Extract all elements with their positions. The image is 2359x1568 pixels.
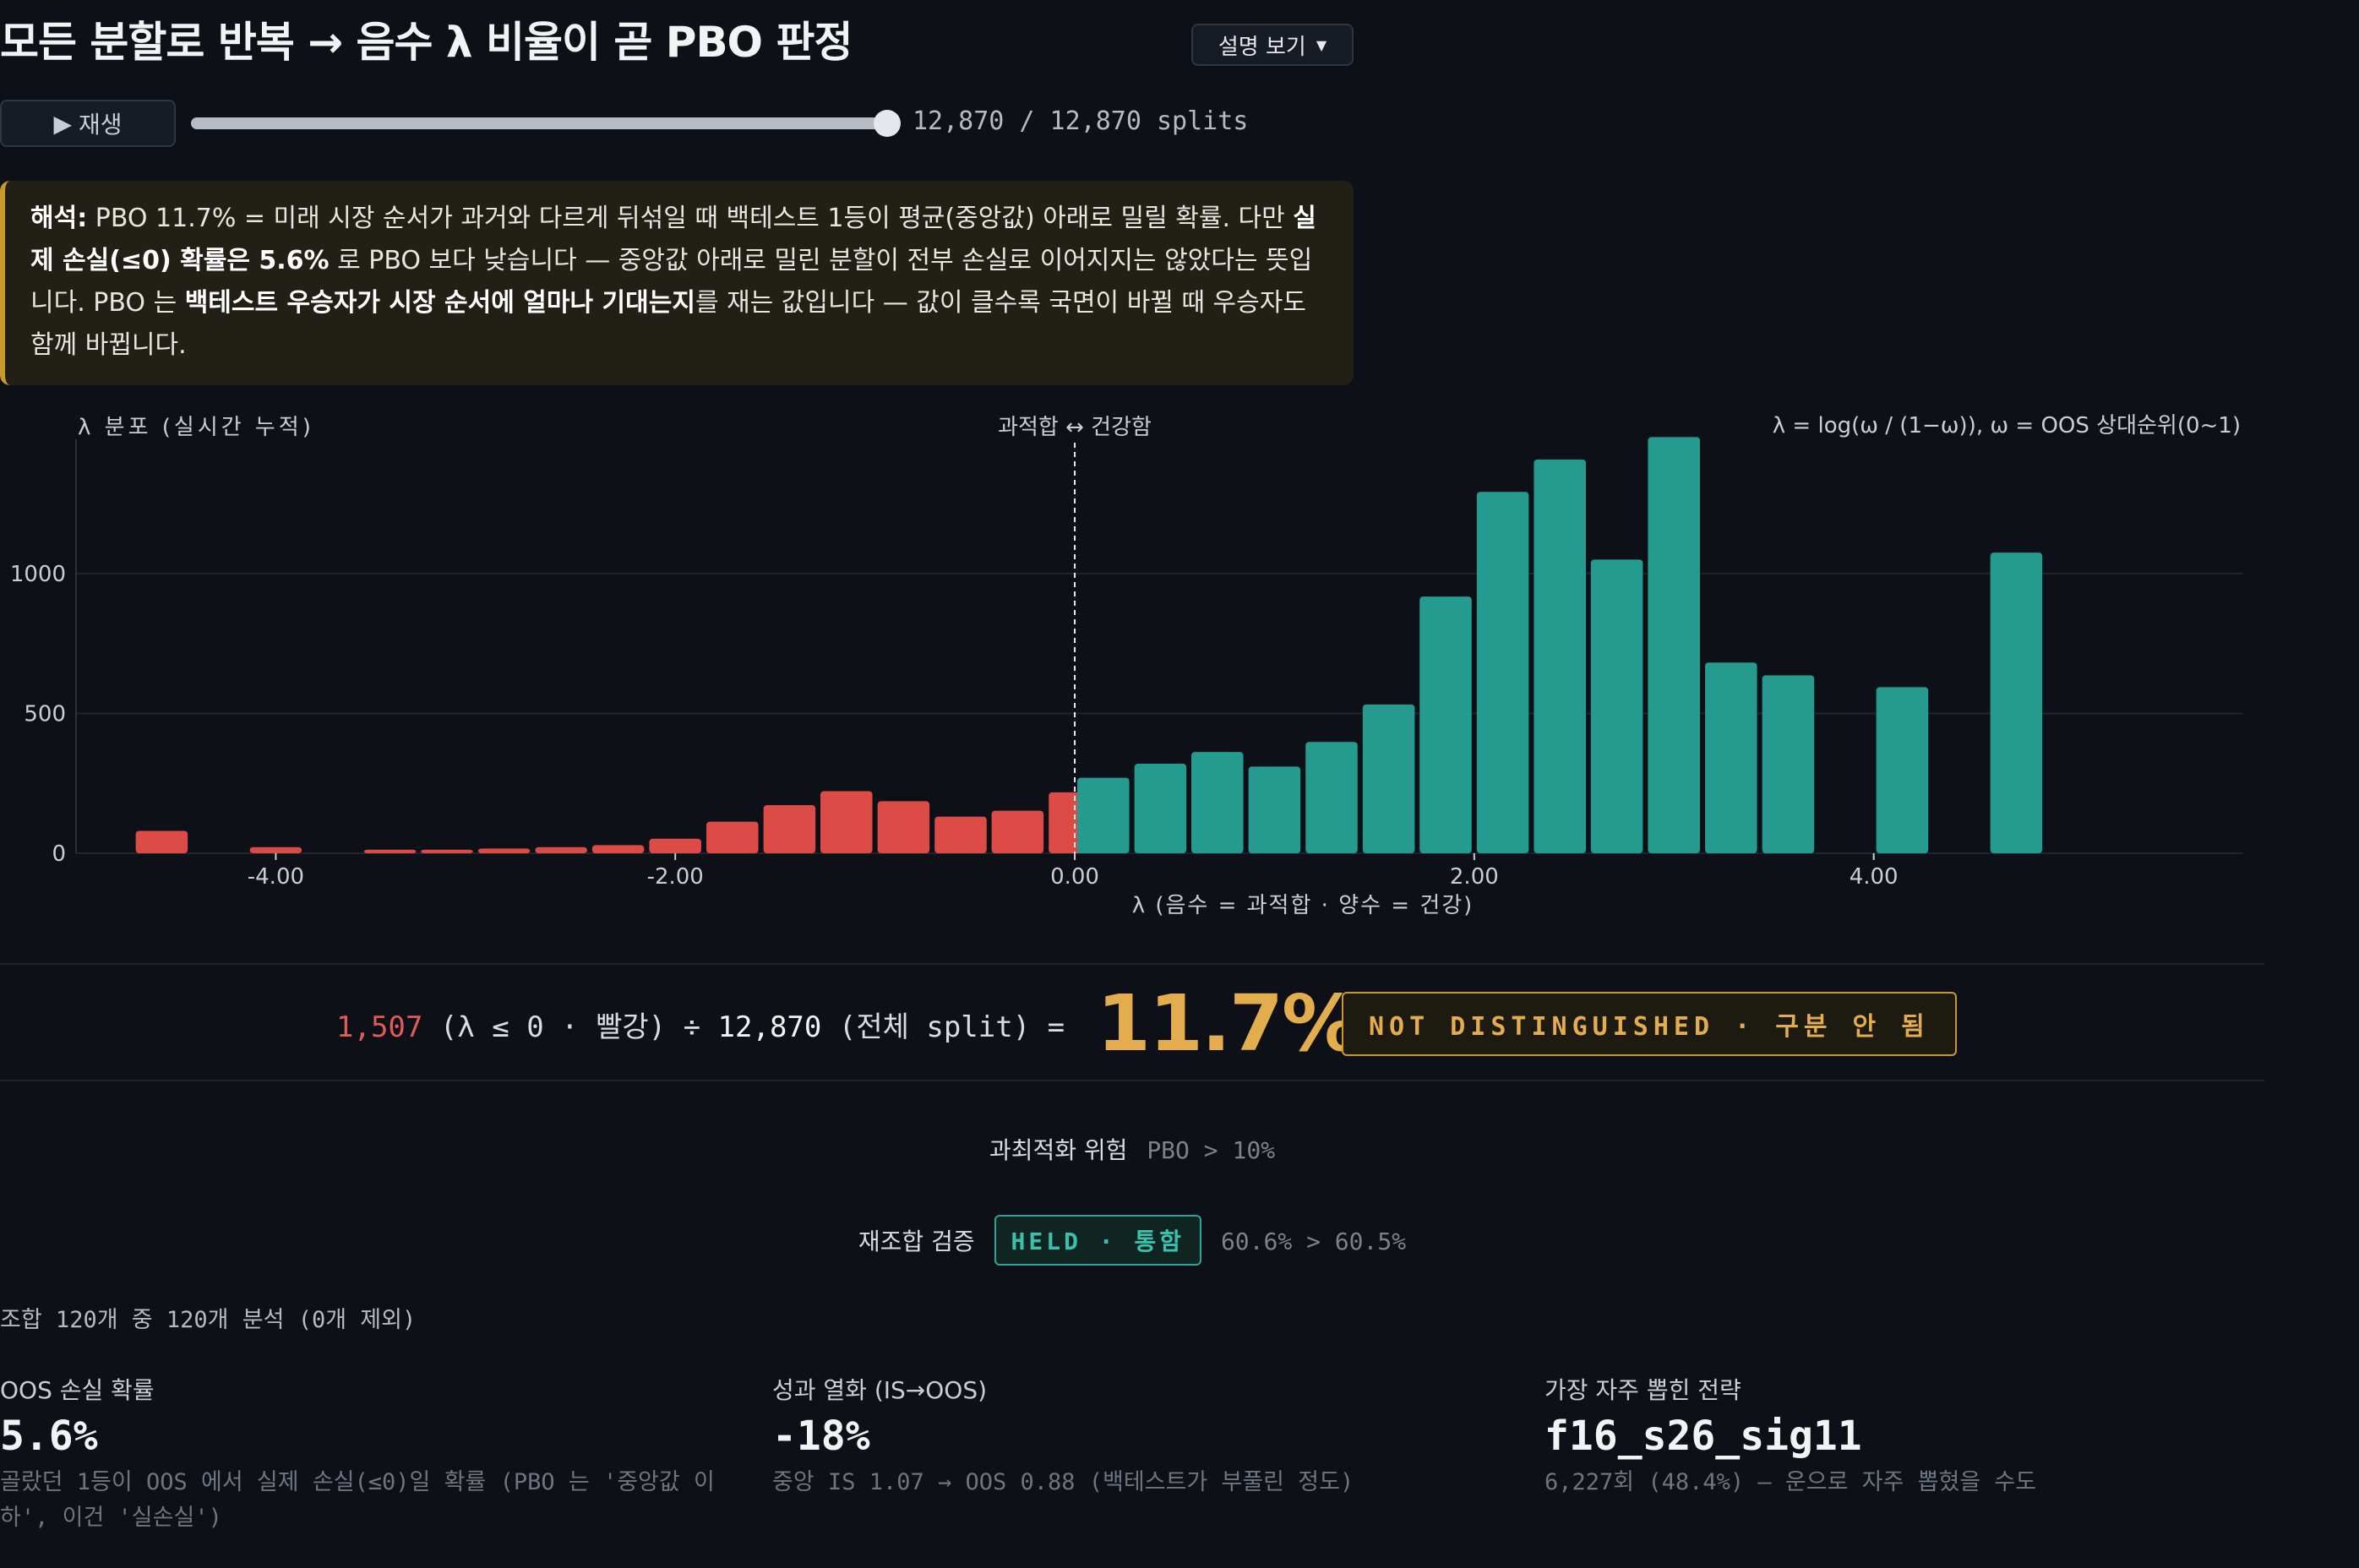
page-title: 모든 분할로 반복 → 음수 λ 비율이 곧 PBO 판정: [0, 18, 853, 67]
y-tick-label: 0: [52, 841, 66, 867]
positive-bar: [1305, 742, 1358, 853]
x-axis-label: λ (음수 = 과적합 · 양수 = 건강): [1132, 893, 1474, 918]
lambda-histogram: 0 500 1000 -4.00 -2.00 0.00 2.00 4.00 λ 분포 (실시간…: [10, 413, 2243, 918]
explain-button-label: 설명 보기: [1218, 34, 1306, 60]
held-badge: HELD · 통함: [994, 1215, 1202, 1266]
interpretation-text-3: 를 재는 값입니다 — 값이 클수록 국면이 바뀔 때 우승자도 함께 바뀝니다…: [30, 288, 1306, 360]
divider-top: [0, 963, 2264, 965]
negative-bar: [135, 830, 188, 853]
stat-label: 성과 열화 (IS→OOS): [772, 1376, 988, 1404]
negative-bar: [249, 847, 302, 853]
x-tick-label: 4.00: [1850, 864, 1899, 890]
stat-desc: 골랐던 1등이 OOS 에서 실제 손실(≤0)일 확률 (PBO 는 '중앙값…: [0, 1469, 715, 1531]
x-tick-label: -4.00: [248, 864, 304, 890]
negative-bar: [934, 816, 987, 853]
x-tick-label: 0.00: [1050, 864, 1099, 890]
positive-bar: [1419, 596, 1472, 853]
interpretation-bold-2: 백테스트 우승자가 시장 순서에 얼마나 기대는지: [184, 288, 695, 318]
stat-value: -18%: [772, 1413, 870, 1460]
negative-bar: [820, 791, 873, 853]
pbo-value: 11.7%: [1097, 978, 1359, 1069]
positive-bar: [1705, 662, 1757, 853]
stat-oos-loss: OOS 손실 확률 5.6% 골랐던 1등이 OOS 에서 실제 손실(≤0)일…: [0, 1372, 760, 1536]
recombination-compare: 60.6% > 60.5%: [1220, 1228, 1407, 1255]
stat-degradation: 성과 열화 (IS→OOS) -18% 중앙 IS 1.07 → OOS 0.8…: [772, 1372, 1533, 1500]
positive-bar: [1990, 553, 2043, 853]
positive-bar: [1077, 777, 1130, 853]
positive-bar: [1590, 559, 1643, 853]
divider-bottom: [0, 1080, 2264, 1081]
x-tick-label: 2.00: [1450, 864, 1499, 890]
stat-label: 가장 자주 뽑힌 전략: [1545, 1376, 1741, 1404]
explain-dropdown-button[interactable]: 설명 보기 ▼: [1191, 24, 1354, 66]
positive-bar: [1134, 764, 1187, 853]
interpretation-text-2: 로 PBO 보다 낮습니다 — 중앙값 아래로 밀린 분할이 전부 손실로 이어…: [30, 246, 1313, 318]
negative-bar: [706, 821, 759, 853]
negative-bar: [477, 848, 531, 853]
positive-bar: [1248, 766, 1301, 853]
total-count: 12,870: [717, 1010, 822, 1044]
chart-title: λ 분포 (실시간 누적): [78, 415, 314, 440]
split-slider-thumb[interactable]: [874, 110, 901, 137]
combination-note: 조합 120개 중 120개 분석 (0개 제외): [0, 1307, 417, 1333]
negative-bar: [421, 849, 473, 853]
positive-bar: [1476, 492, 1529, 853]
play-button-label: 재생: [79, 111, 123, 139]
y-tick-label: 1000: [10, 562, 66, 587]
positive-bar: [1191, 752, 1244, 853]
negative-bar: [877, 801, 930, 853]
pbo-result-row: 1,507 (λ ≤ 0 · 빨강) ÷ 12,870 (전체 split) =…: [0, 972, 2264, 1073]
stat-most-picked: 가장 자주 뽑힌 전략 f16_s26_sig11 6,227회 (48.4%)…: [1545, 1372, 2305, 1500]
stat-desc: 중앙 IS 1.07 → OOS 0.88 (백테스트가 부풀린 정도): [772, 1469, 1354, 1495]
positive-bar: [1648, 437, 1700, 853]
overfit-risk-line: 과최적화 위험 PBO > 10%: [0, 1132, 2264, 1166]
recombination-line: 재조합 검증 HELD · 통함 60.6% > 60.5%: [0, 1215, 2264, 1266]
negative-desc: (λ ≤ 0 · 빨강) ÷: [439, 1010, 701, 1044]
positive-bar: [1534, 459, 1586, 853]
stat-value: 5.6%: [0, 1413, 98, 1460]
interpretation-box: 해석: PBO 11.7% = 미래 시장 순서가 과거와 다르게 뒤섞일 때 …: [0, 181, 1354, 385]
divider-label: 과적합 ↔ 건강함: [998, 415, 1152, 440]
overfit-risk-label: 과최적화 위험: [989, 1136, 1128, 1164]
play-button[interactable]: ▶ 재생: [0, 100, 176, 147]
overfit-risk-rule: PBO > 10%: [1147, 1136, 1276, 1164]
interpretation-bold-1: 실제 손실(≤0) 확률은 5.6%: [30, 204, 1316, 275]
negative-bar: [763, 805, 816, 853]
positive-bar: [1762, 675, 1815, 853]
total-desc: (전체 split) =: [838, 1010, 1065, 1044]
split-slider-fill: [191, 117, 887, 129]
negative-bar: [591, 845, 645, 853]
interpretation-lead: 해석:: [30, 204, 88, 233]
stat-desc: 6,227회 (48.4%) — 운으로 자주 뽑혔을 수도: [1545, 1469, 2037, 1495]
formula-label: λ = log(ω / (1−ω)), ω = OOS 상대순위(0~1): [1773, 413, 2241, 438]
verdict-badge: NOT DISTINGUISHED · 구분 안 됨: [1342, 992, 1957, 1056]
negative-bar: [535, 847, 587, 853]
x-tick-label: -2.00: [647, 864, 704, 890]
interpretation-text-1: PBO 11.7% = 미래 시장 순서가 과거와 다르게 뒤섞일 때 백테스트…: [87, 204, 1294, 233]
negative-bar: [991, 810, 1044, 853]
pbo-equation: 1,507 (λ ≤ 0 · 빨강) ÷ 12,870 (전체 split) =: [336, 1004, 1065, 1045]
caret-down-icon: ▼: [1316, 36, 1327, 53]
stat-value: f16_s26_sig11: [1545, 1413, 1862, 1460]
recombination-label: 재조합 검증: [858, 1228, 975, 1255]
progress-text: 12,870 / 12,870 splits: [913, 106, 1249, 136]
positive-bar: [1362, 704, 1415, 853]
y-tick-label: 500: [24, 701, 66, 727]
stat-label: OOS 손실 확률: [0, 1376, 155, 1404]
negative-count: 1,507: [336, 1010, 423, 1044]
negative-bar: [649, 838, 701, 853]
play-icon: ▶: [53, 109, 72, 138]
positive-bar: [1876, 687, 1929, 853]
negative-bar: [363, 849, 417, 853]
